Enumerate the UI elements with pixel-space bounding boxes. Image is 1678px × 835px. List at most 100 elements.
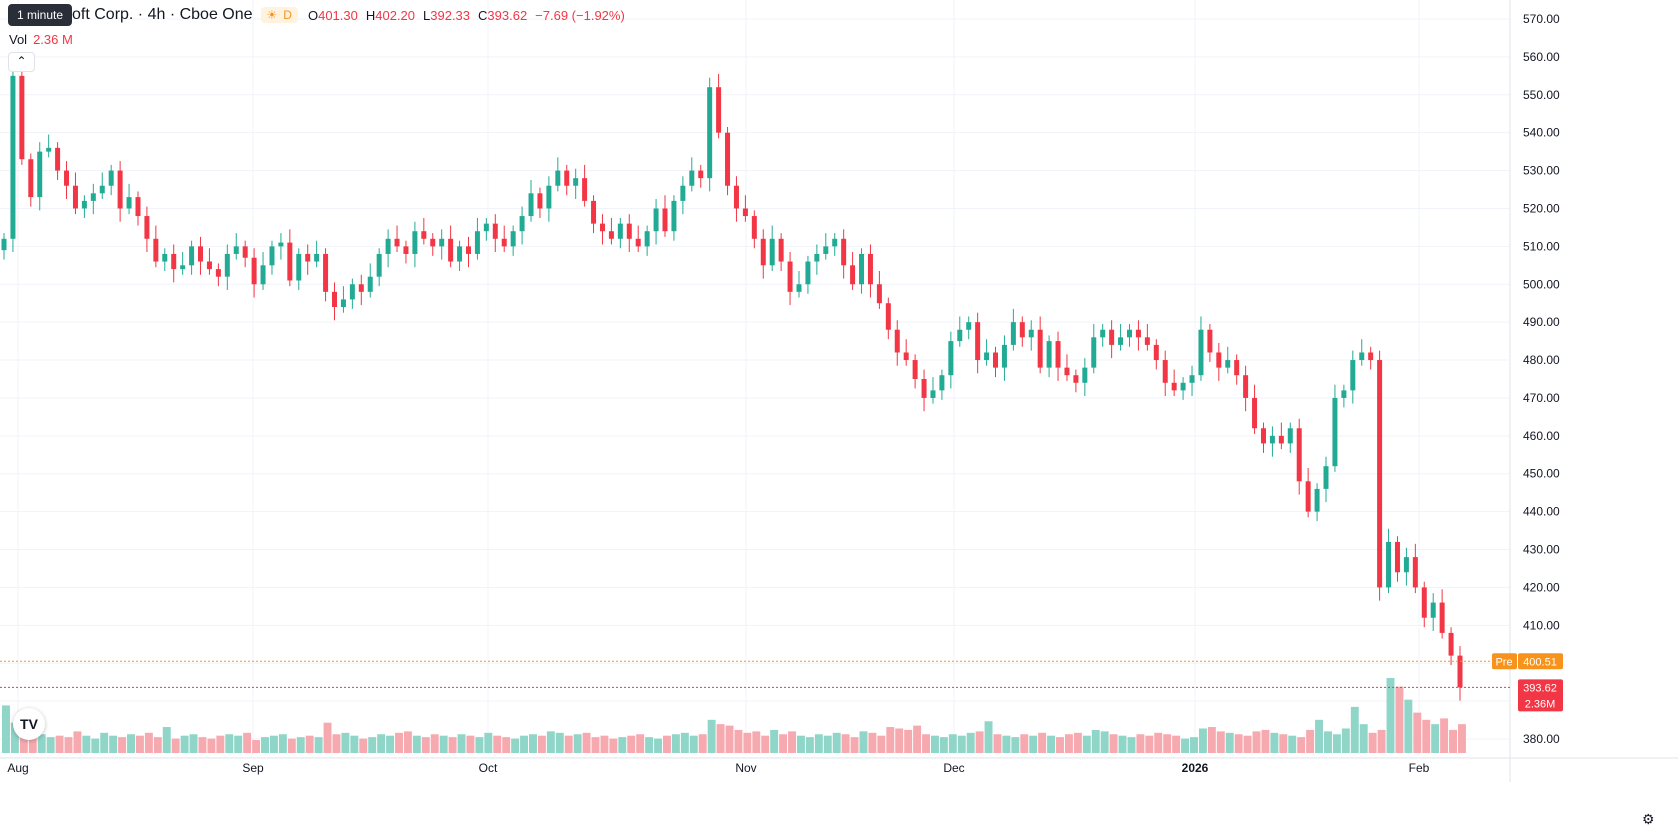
candle-body [796,284,802,292]
candle-body [296,253,302,281]
y-tick-label: 490.00 [1523,315,1560,329]
volume-bar [1181,738,1190,753]
volume-bar [582,732,591,753]
volume-bar [55,735,64,753]
symbol-title[interactable]: oft Corp. · 4h · Cboe One [72,6,253,23]
volume-bar [1136,734,1145,753]
volume-bar [1440,718,1449,753]
candle-body [725,132,731,186]
candle-body [537,193,543,209]
y-tick-label: 430.00 [1523,543,1560,557]
volume-bar [707,719,716,753]
candle-body [260,265,266,285]
high-label: H [365,7,376,23]
candle-body [1394,541,1400,573]
volume-bar [73,731,82,753]
volume-bar [1064,734,1073,753]
y-tick-label: 450.00 [1523,467,1560,481]
volume-bar [323,722,332,753]
interval-badge-label: D [283,8,292,22]
candle-body [1162,360,1168,383]
candle-body [465,246,471,254]
candle-body [1010,322,1016,345]
candle-body [1314,488,1320,512]
candle-body [403,246,409,254]
volume-bar [930,735,939,753]
chevron-up-icon: ⌃ [16,54,27,68]
candle-body [1296,428,1302,482]
y-tick-label: 440.00 [1523,505,1560,519]
candle-body [841,238,847,266]
candle-body [1430,602,1436,618]
candle-body [751,216,757,239]
candle-body [162,253,168,262]
candle-body [1421,587,1427,618]
volume-bar [1038,732,1047,753]
candle-body [1055,341,1061,368]
volume-bar [493,735,502,753]
candle-body [1037,329,1043,368]
candle-body [492,223,498,239]
volume-bar [654,738,663,753]
candle-body [323,253,329,292]
candle-body [564,170,570,186]
candle-body [644,231,650,247]
volume-bar [225,734,234,753]
candle-body [483,223,489,232]
collapse-legend-button[interactable]: ⌃ [8,52,35,72]
volume-bar [1011,737,1020,753]
candle-body [626,223,632,239]
volume-bar [368,737,377,753]
high-value: 402.20 [375,7,416,23]
candle-body [1305,481,1311,512]
volume-bar [1127,737,1136,753]
volume-bar [377,734,386,753]
volume-bar [1324,731,1332,753]
volume-bar [1359,724,1368,753]
candle-body [975,322,981,361]
candle-body [1180,382,1186,391]
volume-bar [1395,686,1404,753]
volume-bar [636,734,645,753]
volume-bar [832,732,841,753]
volume-bar [1377,729,1386,753]
volume-legend: Vol 2.36 M [9,32,73,47]
y-tick-label: 480.00 [1523,353,1560,367]
candle-body [1171,382,1177,391]
volume-bar [564,735,573,753]
volume-bar [430,734,439,753]
volume-bar [296,737,305,753]
volume-bar [1413,712,1422,753]
candle-body [528,193,534,217]
volume-bar [663,735,671,753]
volume-bar [37,734,46,753]
candle-body [1019,322,1025,338]
volume-bar [1422,719,1431,753]
volume-bar [207,738,216,753]
open-value: 401.30 [318,7,358,23]
candle-body [367,276,373,292]
volume-bar [2,705,10,753]
x-tick-label: Sep [242,761,264,775]
volume-bar [779,734,788,753]
volume-bar [502,737,511,753]
volume-bar [743,732,752,753]
volume-bar [957,735,966,753]
close-value: 393.62 [487,7,528,23]
candle-body [457,246,463,262]
volume-bar [511,738,520,753]
tradingview-logo-icon[interactable]: TV [13,708,45,740]
volume-bar [46,737,55,753]
volume-bar [1252,731,1261,753]
settings-gear-icon[interactable]: ⚙ [1642,811,1655,827]
volume-bar [1350,706,1359,753]
candle-body [412,231,418,254]
volume-bar [118,737,127,753]
candle-body [180,265,186,270]
candle-body [278,242,284,247]
volume-bar [645,737,654,753]
market-status-badge[interactable]: ☀ D [260,7,298,23]
volume-bar [600,735,609,753]
volume-bar [734,729,743,753]
